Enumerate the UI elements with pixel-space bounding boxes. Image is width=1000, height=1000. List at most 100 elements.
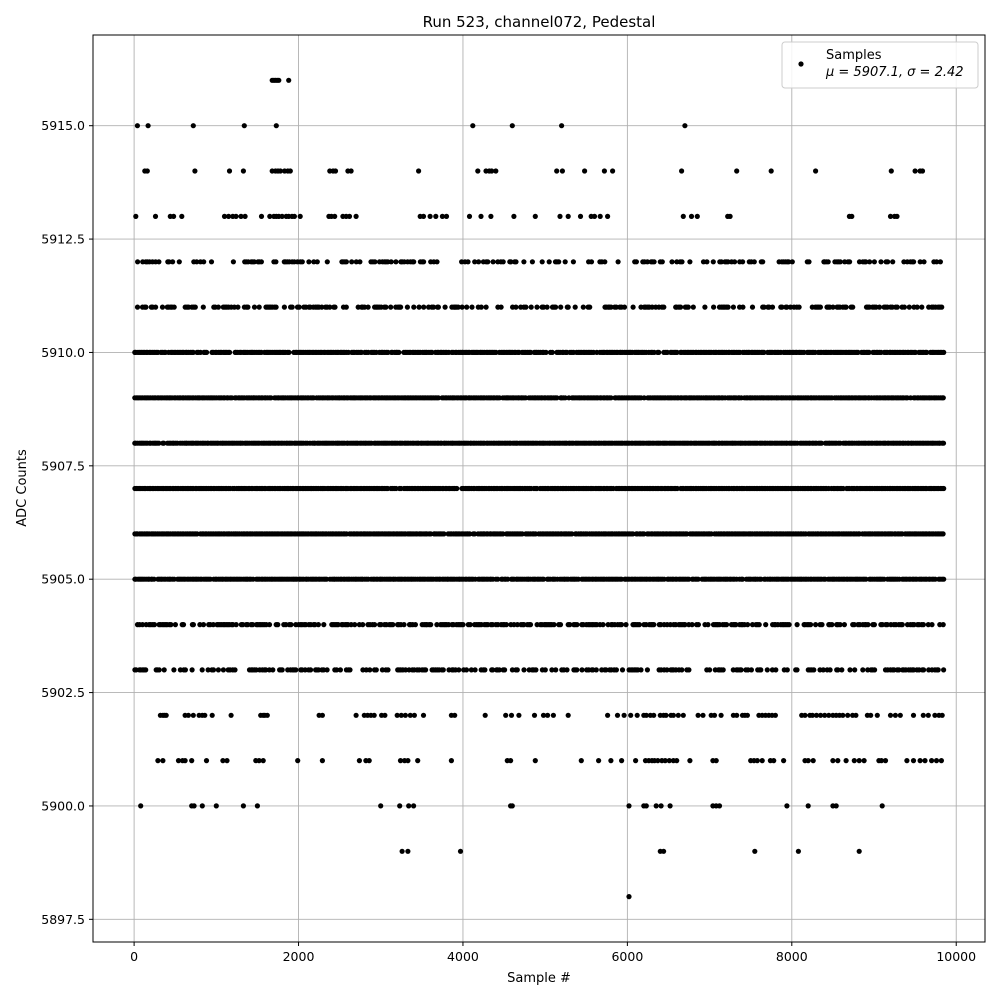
data-point (286, 349, 292, 355)
data-point (695, 712, 701, 718)
data-point (884, 622, 890, 628)
data-point (806, 259, 812, 265)
data-point (559, 123, 565, 129)
data-point (133, 213, 139, 219)
data-point (897, 712, 903, 718)
data-point (495, 576, 501, 582)
data-point (843, 758, 849, 764)
data-point (643, 712, 649, 718)
data-point (772, 712, 779, 718)
data-point (740, 304, 746, 310)
data-point (851, 622, 857, 628)
y-tick-label: 5897.5 (41, 912, 85, 927)
data-point (621, 304, 628, 310)
data-point (532, 758, 538, 764)
data-point (503, 622, 509, 628)
data-point (151, 576, 157, 582)
data-point (171, 304, 177, 310)
data-point (465, 259, 471, 265)
data-point (467, 531, 473, 537)
data-point (600, 622, 606, 628)
data-point (845, 712, 851, 718)
data-point (267, 213, 273, 219)
data-point (565, 304, 571, 310)
data-point (887, 712, 894, 718)
data-point (771, 758, 777, 764)
data-point (920, 712, 926, 718)
data-point (685, 304, 691, 310)
data-point (190, 349, 196, 355)
data-point (813, 168, 819, 174)
data-point (171, 667, 177, 673)
data-point (407, 712, 413, 718)
data-point (679, 168, 685, 174)
data-point (866, 349, 872, 355)
data-point (605, 213, 611, 219)
data-point (579, 667, 585, 673)
data-point (240, 803, 246, 809)
data-point (503, 712, 509, 718)
x-tick-label: 6000 (611, 949, 643, 964)
data-point (695, 622, 702, 628)
data-point (454, 485, 460, 492)
data-point (938, 758, 945, 764)
legend: Samples μ = 5907.1, σ = 2.42 (781, 41, 979, 89)
data-point (574, 622, 580, 628)
data-point (528, 349, 534, 355)
data-point (467, 622, 473, 628)
data-point (679, 259, 685, 265)
data-point (656, 349, 662, 355)
data-point (319, 758, 325, 764)
data-point (818, 712, 824, 718)
data-point (825, 259, 831, 265)
data-point (922, 758, 928, 764)
data-point (865, 622, 871, 628)
data-point (442, 304, 448, 310)
data-point (539, 259, 545, 265)
data-point (372, 622, 378, 628)
data-point (874, 712, 880, 718)
data-point (460, 622, 466, 628)
data-point (297, 213, 303, 219)
data-point (574, 667, 580, 673)
data-point (840, 712, 846, 718)
data-point (641, 395, 647, 401)
data-point (197, 622, 203, 628)
data-point (523, 304, 529, 310)
data-point (319, 712, 325, 718)
data-point (528, 304, 534, 310)
data-point (401, 622, 407, 628)
data-point (919, 168, 926, 174)
data-point (478, 213, 484, 219)
data-point (784, 667, 790, 673)
data-point (160, 758, 166, 764)
data-point (553, 304, 559, 310)
data-point (287, 168, 293, 174)
data-point (334, 667, 340, 673)
data-point (500, 259, 506, 265)
data-point (710, 259, 716, 265)
data-point (910, 758, 917, 764)
data-point (911, 259, 917, 265)
data-point (293, 667, 299, 673)
data-point (613, 667, 620, 673)
data-point (839, 667, 845, 673)
data-point (763, 622, 769, 628)
data-point (482, 712, 488, 718)
data-point (200, 304, 206, 310)
data-point (396, 349, 402, 355)
data-point (761, 349, 767, 355)
data-point (894, 304, 900, 310)
data-point (521, 259, 527, 265)
data-point (664, 667, 670, 673)
data-point (171, 213, 177, 219)
data-point (527, 622, 534, 628)
data-point (872, 667, 878, 673)
x-tick-label: 0 (130, 949, 138, 964)
data-point (161, 440, 167, 446)
data-point (773, 667, 779, 673)
data-point (332, 168, 339, 174)
data-point (827, 667, 833, 673)
data-point (702, 304, 708, 310)
data-point (734, 168, 740, 174)
